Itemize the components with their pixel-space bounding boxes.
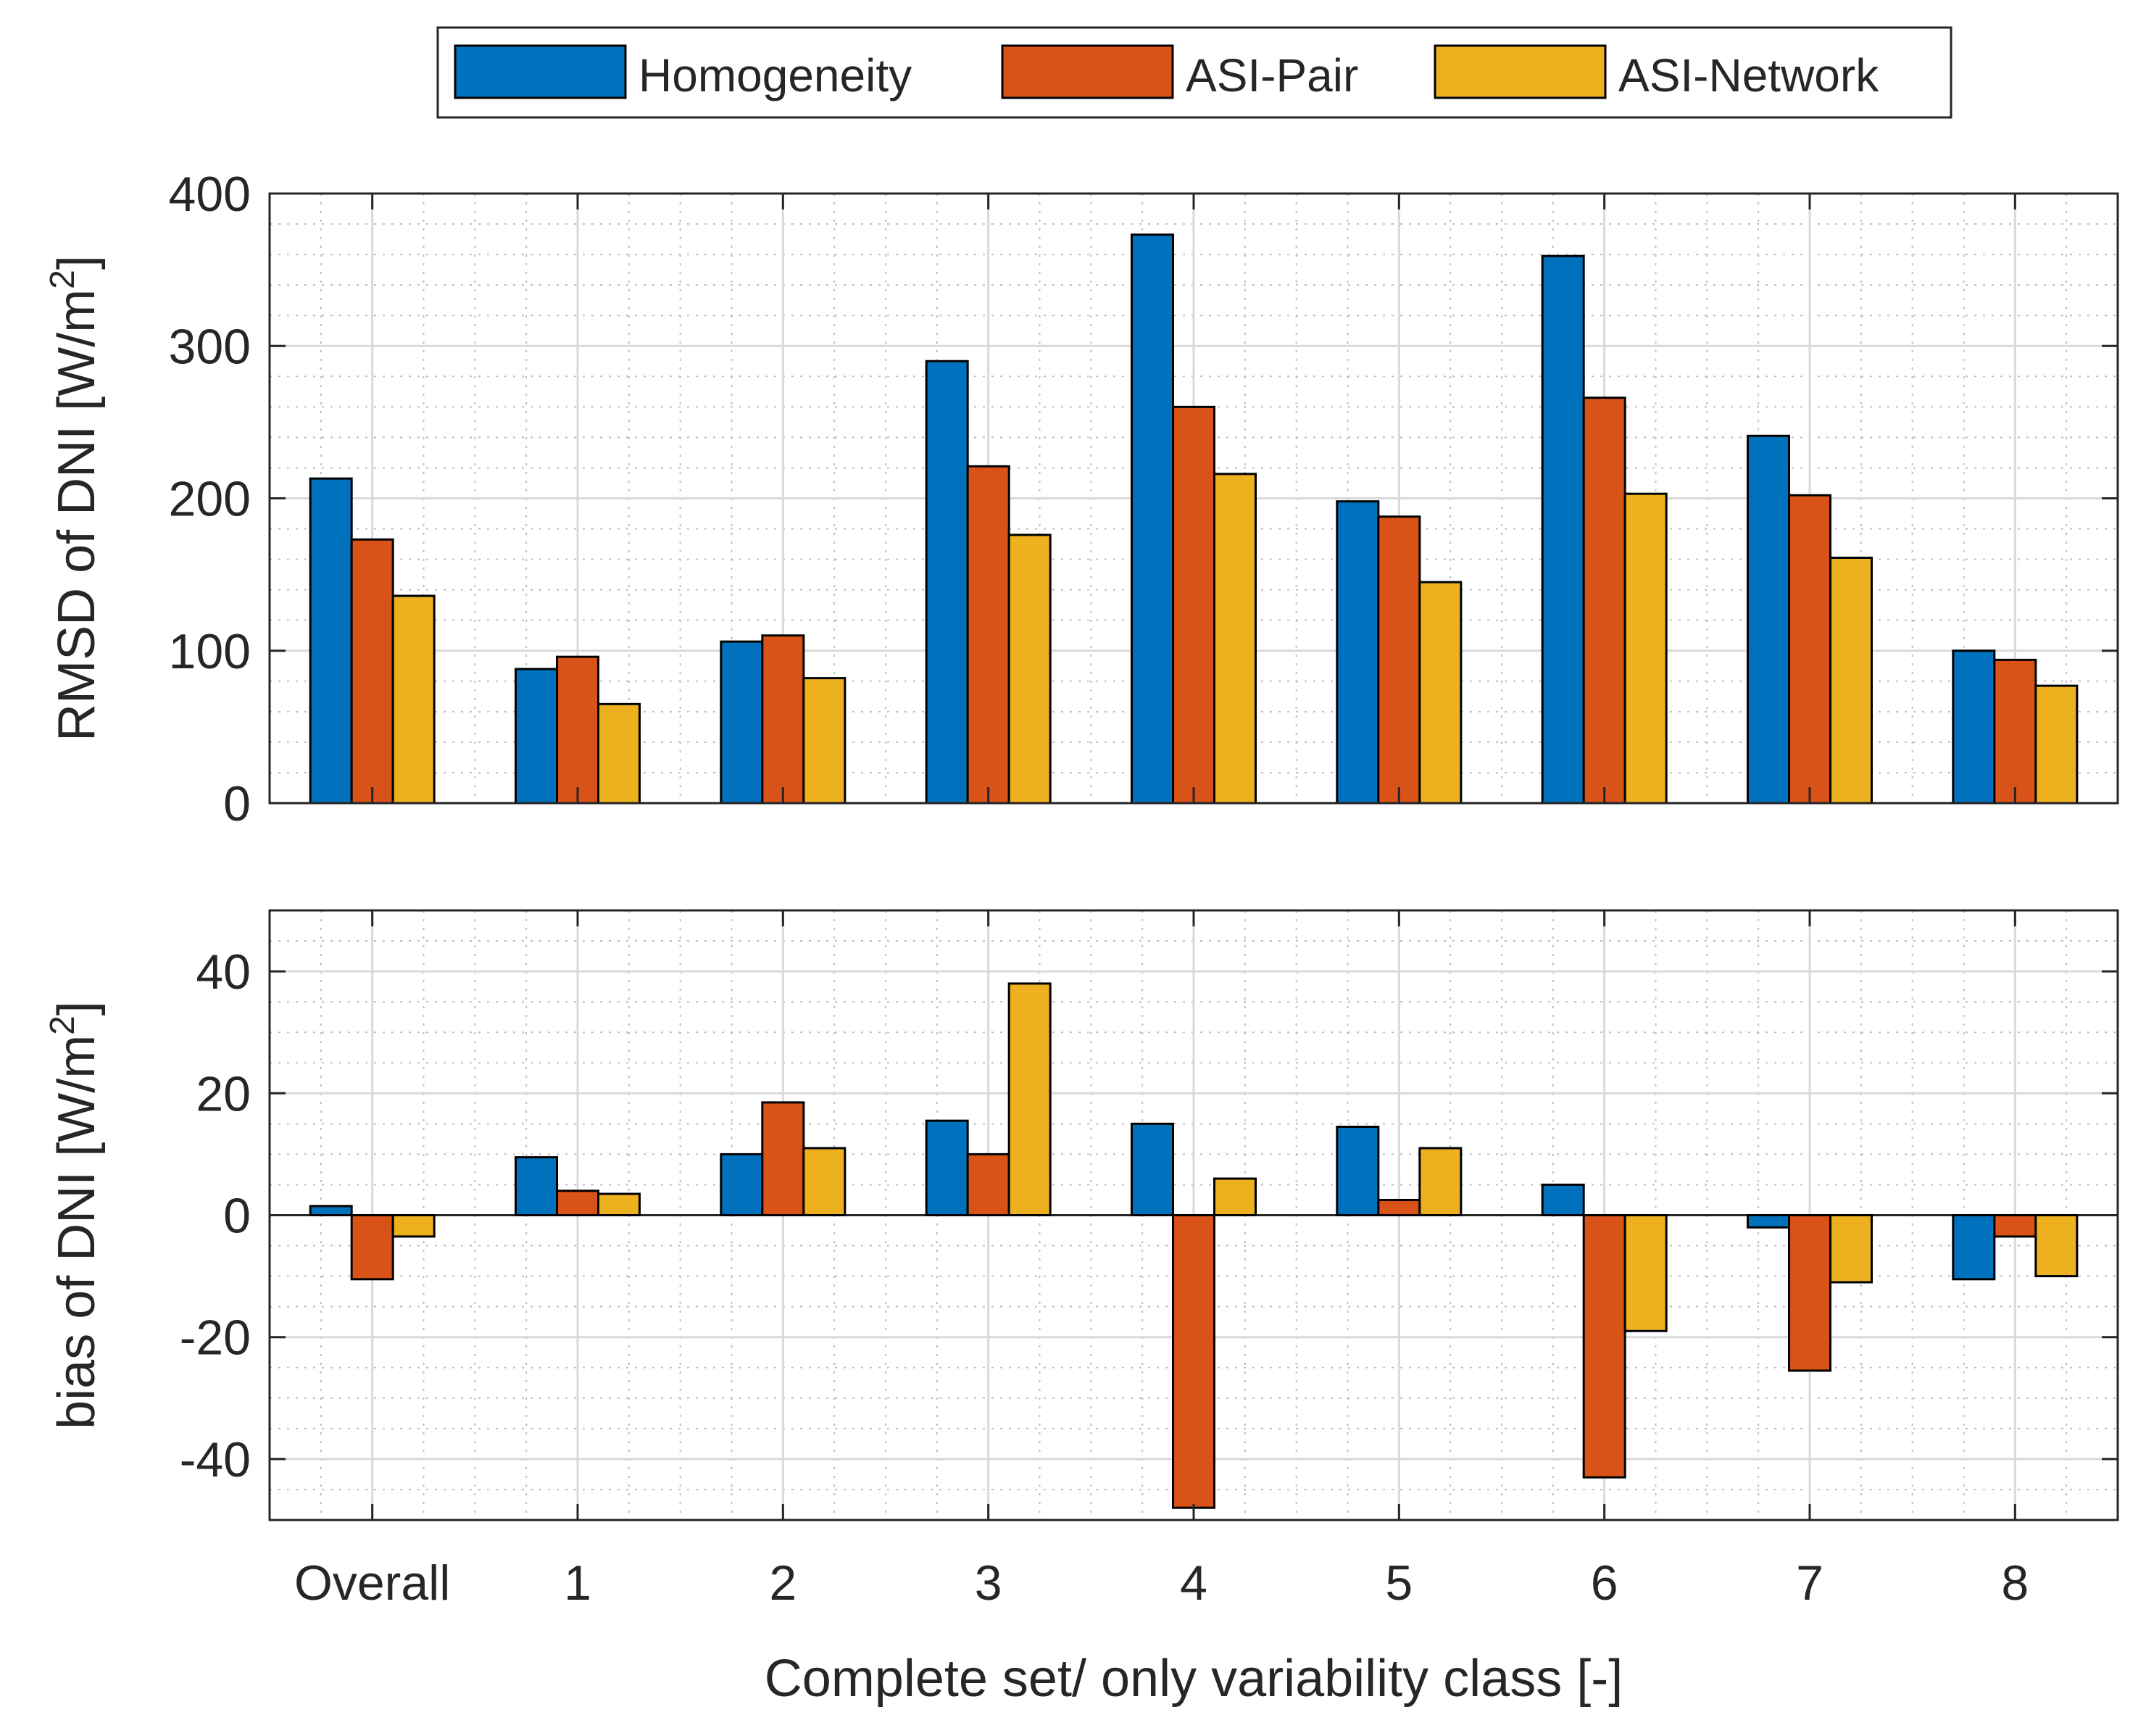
legend-box xyxy=(436,26,1952,119)
bias-bar-homogeneity-7 xyxy=(1747,1214,1790,1229)
x-tick-label-1: 1 xyxy=(564,1556,591,1611)
rmsd-bar-asi-pair-overall xyxy=(350,538,394,805)
y-axis-title-end: ] xyxy=(48,255,106,270)
rmsd-bar-asi-network-3 xyxy=(1007,533,1052,805)
y-axis-title-superscript: 2 xyxy=(43,1016,82,1035)
bias-y-tick-label: 20 xyxy=(196,1066,251,1121)
rmsd-bar-asi-network-4 xyxy=(1213,473,1257,805)
rmsd-bar-asi-network-6 xyxy=(1623,492,1668,805)
x-tick-label-2: 2 xyxy=(769,1556,797,1611)
bias-y-tick-label: -40 xyxy=(180,1432,251,1487)
bias-bar-homogeneity-8 xyxy=(1952,1214,1996,1281)
rmsd-y-tick-label: 200 xyxy=(169,472,251,527)
rmsd-bar-asi-pair-2 xyxy=(761,634,805,805)
bias-bar-asi-pair-4 xyxy=(1172,1214,1215,1509)
bias-y-tick-label: 0 xyxy=(223,1189,251,1244)
rmsd-y-tick-label: 0 xyxy=(223,776,251,831)
x-tick-label-5: 5 xyxy=(1385,1556,1413,1611)
y-axis-title-end: ] xyxy=(48,1001,106,1016)
legend-swatch-asi-pair xyxy=(1001,44,1174,99)
y-axis-title-main: RMSD of DNI [W/m xyxy=(48,289,106,742)
bias-bar-asi-network-3 xyxy=(1007,982,1052,1217)
bias-bar-homogeneity-2 xyxy=(720,1153,764,1217)
x-tick-label-7: 7 xyxy=(1796,1556,1823,1611)
rmsd-bar-asi-network-7 xyxy=(1829,556,1873,805)
rmsd-bar-homogeneity-7 xyxy=(1747,434,1790,805)
rmsd-bar-homogeneity-6 xyxy=(1541,254,1585,805)
bias-bar-homogeneity-3 xyxy=(925,1119,969,1217)
rmsd-y-tick-label: 300 xyxy=(169,319,251,374)
rmsd-y-tick-label: 100 xyxy=(169,624,251,679)
bias-bar-asi-network-7 xyxy=(1829,1214,1873,1284)
bias-bar-asi-network-8 xyxy=(2034,1214,2079,1278)
y-axis-title-main: bias of DNI [W/m xyxy=(48,1035,106,1429)
rmsd-bar-asi-network-5 xyxy=(1418,581,1463,805)
bias-bar-asi-network-1 xyxy=(597,1192,641,1216)
rmsd-bar-homogeneity-overall xyxy=(309,477,353,805)
rmsd-y-tick-label: 400 xyxy=(169,167,251,222)
x-tick-label-4: 4 xyxy=(1180,1556,1207,1611)
bias-y-tick-label: 40 xyxy=(196,944,251,1000)
legend-label-asi-network: ASI-Network xyxy=(1618,49,1879,101)
rmsd-bar-asi-network-8 xyxy=(2034,684,2079,805)
rmsd-bar-asi-network-1 xyxy=(597,702,641,805)
rmsd-bar-asi-pair-5 xyxy=(1377,515,1421,805)
rmsd-bar-asi-pair-1 xyxy=(556,655,599,805)
rmsd-bar-asi-network-2 xyxy=(802,677,847,805)
bias-bar-asi-pair-1 xyxy=(556,1189,599,1216)
bias-bar-asi-pair-5 xyxy=(1377,1198,1421,1216)
bias-bar-homogeneity-6 xyxy=(1541,1183,1585,1216)
x-tick-label-3: 3 xyxy=(975,1556,1002,1611)
legend: Homogeneity ASI-Pair ASI-Network xyxy=(436,26,1952,119)
bias-bar-homogeneity-5 xyxy=(1336,1126,1380,1217)
rmsd-bar-homogeneity-1 xyxy=(515,668,558,805)
legend-swatch-asi-network xyxy=(1434,44,1607,99)
legend-swatch-homogeneity xyxy=(454,44,627,99)
y-axis-title-superscript: 2 xyxy=(43,270,82,289)
x-tick-label-6: 6 xyxy=(1591,1556,1618,1611)
bias-bar-asi-network-2 xyxy=(802,1147,847,1216)
rmsd-bar-homogeneity-2 xyxy=(720,640,764,805)
x-tick-label-overall: Overall xyxy=(294,1556,450,1611)
bias-bar-asi-network-6 xyxy=(1623,1214,1668,1332)
x-axis-title: Complete set/ only variability class [-] xyxy=(765,1650,1623,1708)
bias-bar-asi-network-5 xyxy=(1418,1147,1463,1216)
rmsd-bar-homogeneity-8 xyxy=(1952,649,1996,805)
legend-label-asi-pair: ASI-Pair xyxy=(1186,49,1358,101)
rmsd-panel: 0 100 200 300 400 RMSD of DNI [W/m2] xyxy=(43,167,2119,831)
rmsd-bar-homogeneity-3 xyxy=(925,360,969,805)
bias-bar-asi-pair-7 xyxy=(1788,1214,1831,1372)
bias-bar-asi-pair-8 xyxy=(1993,1214,2037,1238)
legend-label-homogeneity: Homogeneity xyxy=(639,49,912,101)
bias-bar-homogeneity-overall xyxy=(309,1205,353,1217)
bias-y-axis-title: bias of DNI [W/m2] xyxy=(43,1001,106,1429)
rmsd-bar-asi-pair-6 xyxy=(1582,396,1626,805)
bias-bar-asi-network-4 xyxy=(1213,1177,1257,1217)
bias-bar-homogeneity-4 xyxy=(1131,1122,1174,1216)
bias-bar-asi-pair-overall xyxy=(350,1214,394,1281)
bias-bar-asi-pair-6 xyxy=(1582,1214,1626,1479)
rmsd-y-axis-title: RMSD of DNI [W/m2] xyxy=(43,255,106,742)
rmsd-bar-asi-pair-7 xyxy=(1788,494,1831,805)
rmsd-bar-asi-network-overall xyxy=(391,594,436,805)
rmsd-bar-asi-pair-3 xyxy=(966,465,1010,805)
rmsd-bar-homogeneity-4 xyxy=(1131,233,1174,805)
bias-bar-asi-pair-2 xyxy=(761,1101,805,1217)
x-tick-label-8: 8 xyxy=(2001,1556,2029,1611)
bias-y-tick-label: -20 xyxy=(180,1311,251,1366)
rmsd-bar-homogeneity-5 xyxy=(1336,500,1380,805)
bias-bar-asi-network-overall xyxy=(391,1214,436,1238)
bias-bar-asi-pair-3 xyxy=(966,1153,1010,1217)
bias-bar-homogeneity-1 xyxy=(515,1156,558,1216)
rmsd-bar-asi-pair-8 xyxy=(1993,658,2037,805)
rmsd-bar-asi-pair-4 xyxy=(1172,405,1215,805)
